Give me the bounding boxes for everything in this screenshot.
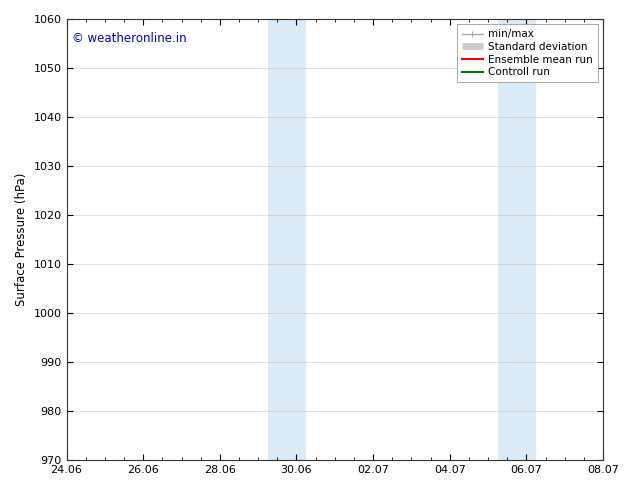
Bar — [268, 19, 306, 460]
Legend: min/max, Standard deviation, Ensemble mean run, Controll run: min/max, Standard deviation, Ensemble me… — [456, 24, 598, 82]
Text: © weatheronline.in: © weatheronline.in — [72, 32, 186, 45]
Y-axis label: Surface Pressure (hPa): Surface Pressure (hPa) — [15, 173, 28, 306]
Bar — [498, 19, 536, 460]
